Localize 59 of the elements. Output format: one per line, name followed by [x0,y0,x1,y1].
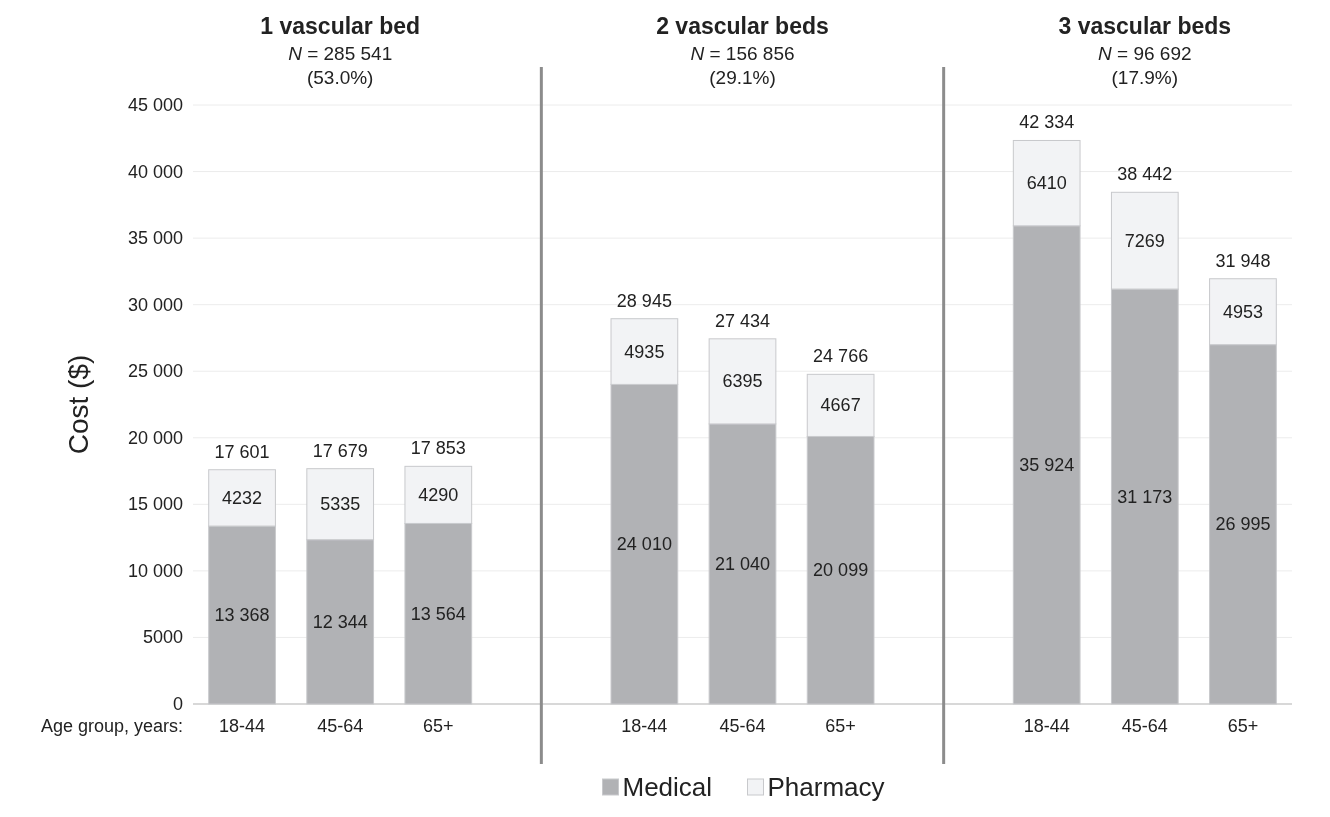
total-label: 27 434 [714,310,771,331]
legend-label: Pharmacy [767,772,885,802]
data-label: 13 564 [410,603,466,624]
total-label: 17 853 [410,438,466,459]
data-label: 6410 [1026,173,1067,194]
text: 1 vascular bed [260,13,421,39]
x-tick-label: 65+ [825,716,856,736]
text: 3 vascular beds [1058,13,1232,39]
data-label: 20 099 [813,560,869,581]
text: (17.9%) [1111,67,1179,88]
data-label: 31 173 [1117,486,1173,507]
text: (53.0%) [306,67,374,88]
y-tick-label: 20 000 [127,427,183,448]
y-tick-label: 0 [172,694,183,714]
total-label: 17 679 [312,440,368,461]
x-tick-label: 18-44 [621,716,668,736]
data-label: 4232 [222,487,263,508]
total-label: 24 766 [813,346,869,367]
y-tick-label: 15 000 [127,494,183,515]
y-axis-title: Cost ($) [63,354,94,455]
data-label: 13 368 [214,605,270,626]
x-tick-label: 18-44 [219,716,266,736]
x-tick-label: 65+ [1227,716,1259,736]
x-tick-label: 45-64 [317,716,364,736]
data-label: 5335 [320,494,361,515]
total-label: 28 945 [616,290,672,311]
text: (29.1%) [709,67,776,88]
y-tick-label: 5000 [142,627,183,648]
text: 2 vascular beds [656,13,829,39]
text: N = 96 692 [1098,43,1192,64]
y-tick-label: 35 000 [127,228,183,249]
x-tick-label: 18-44 [1023,716,1070,736]
data-label: 24 010 [616,534,672,555]
y-tick-label: 40 000 [127,161,183,182]
data-label: 7269 [1124,230,1165,251]
y-tick-label: 30 000 [127,294,183,315]
y-tick-label: 25 000 [127,361,183,382]
data-label: 4290 [418,484,459,505]
data-label: 4667 [820,395,861,416]
total-label: 38 442 [1117,164,1173,185]
data-label: 6395 [722,371,763,392]
total-label: 31 948 [1215,250,1271,271]
x-tick-label: 65+ [423,716,454,736]
data-label: 21 040 [714,553,771,574]
y-tick-label: 45 000 [127,95,183,115]
data-label: 26 995 [1215,514,1271,535]
x-axis-title: Age group, years: [40,716,183,736]
total-label: 17 601 [214,441,270,462]
y-tick-label: 10 000 [127,560,183,581]
legend-label: Medical [622,772,713,802]
x-tick-label: 45-64 [719,716,766,736]
data-label: 4953 [1222,301,1263,322]
data-label: 35 924 [1019,454,1075,475]
text: N = 156 856 [690,43,795,64]
total-label: 42 334 [1019,112,1075,133]
text: N = 285 541 [288,43,393,64]
data-label: 12 344 [312,611,368,632]
x-tick-label: 45-64 [1121,716,1168,736]
data-label: 4935 [624,341,665,362]
